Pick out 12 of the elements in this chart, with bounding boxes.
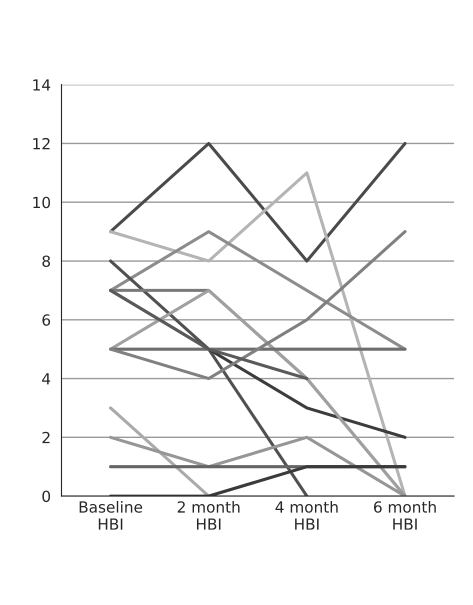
y-tick-label: 0 xyxy=(42,490,50,502)
x-tick-label: 4 month HBI xyxy=(276,500,338,530)
y-tick-label: 2 xyxy=(42,432,50,444)
y-tick-label: 4 xyxy=(42,373,50,384)
x-tick-label: 2 month HBI xyxy=(178,500,240,530)
x-tick-label: 6 month HBI xyxy=(374,500,436,530)
y-tick-label: 14 xyxy=(33,79,50,91)
y-tick-label: 6 xyxy=(42,314,50,326)
y-tick-label: 10 xyxy=(33,196,50,208)
y-tick-label: 8 xyxy=(42,255,50,268)
y-tick-label: 12 xyxy=(33,138,50,150)
x-tick-label: Baseline HBI xyxy=(80,500,142,530)
